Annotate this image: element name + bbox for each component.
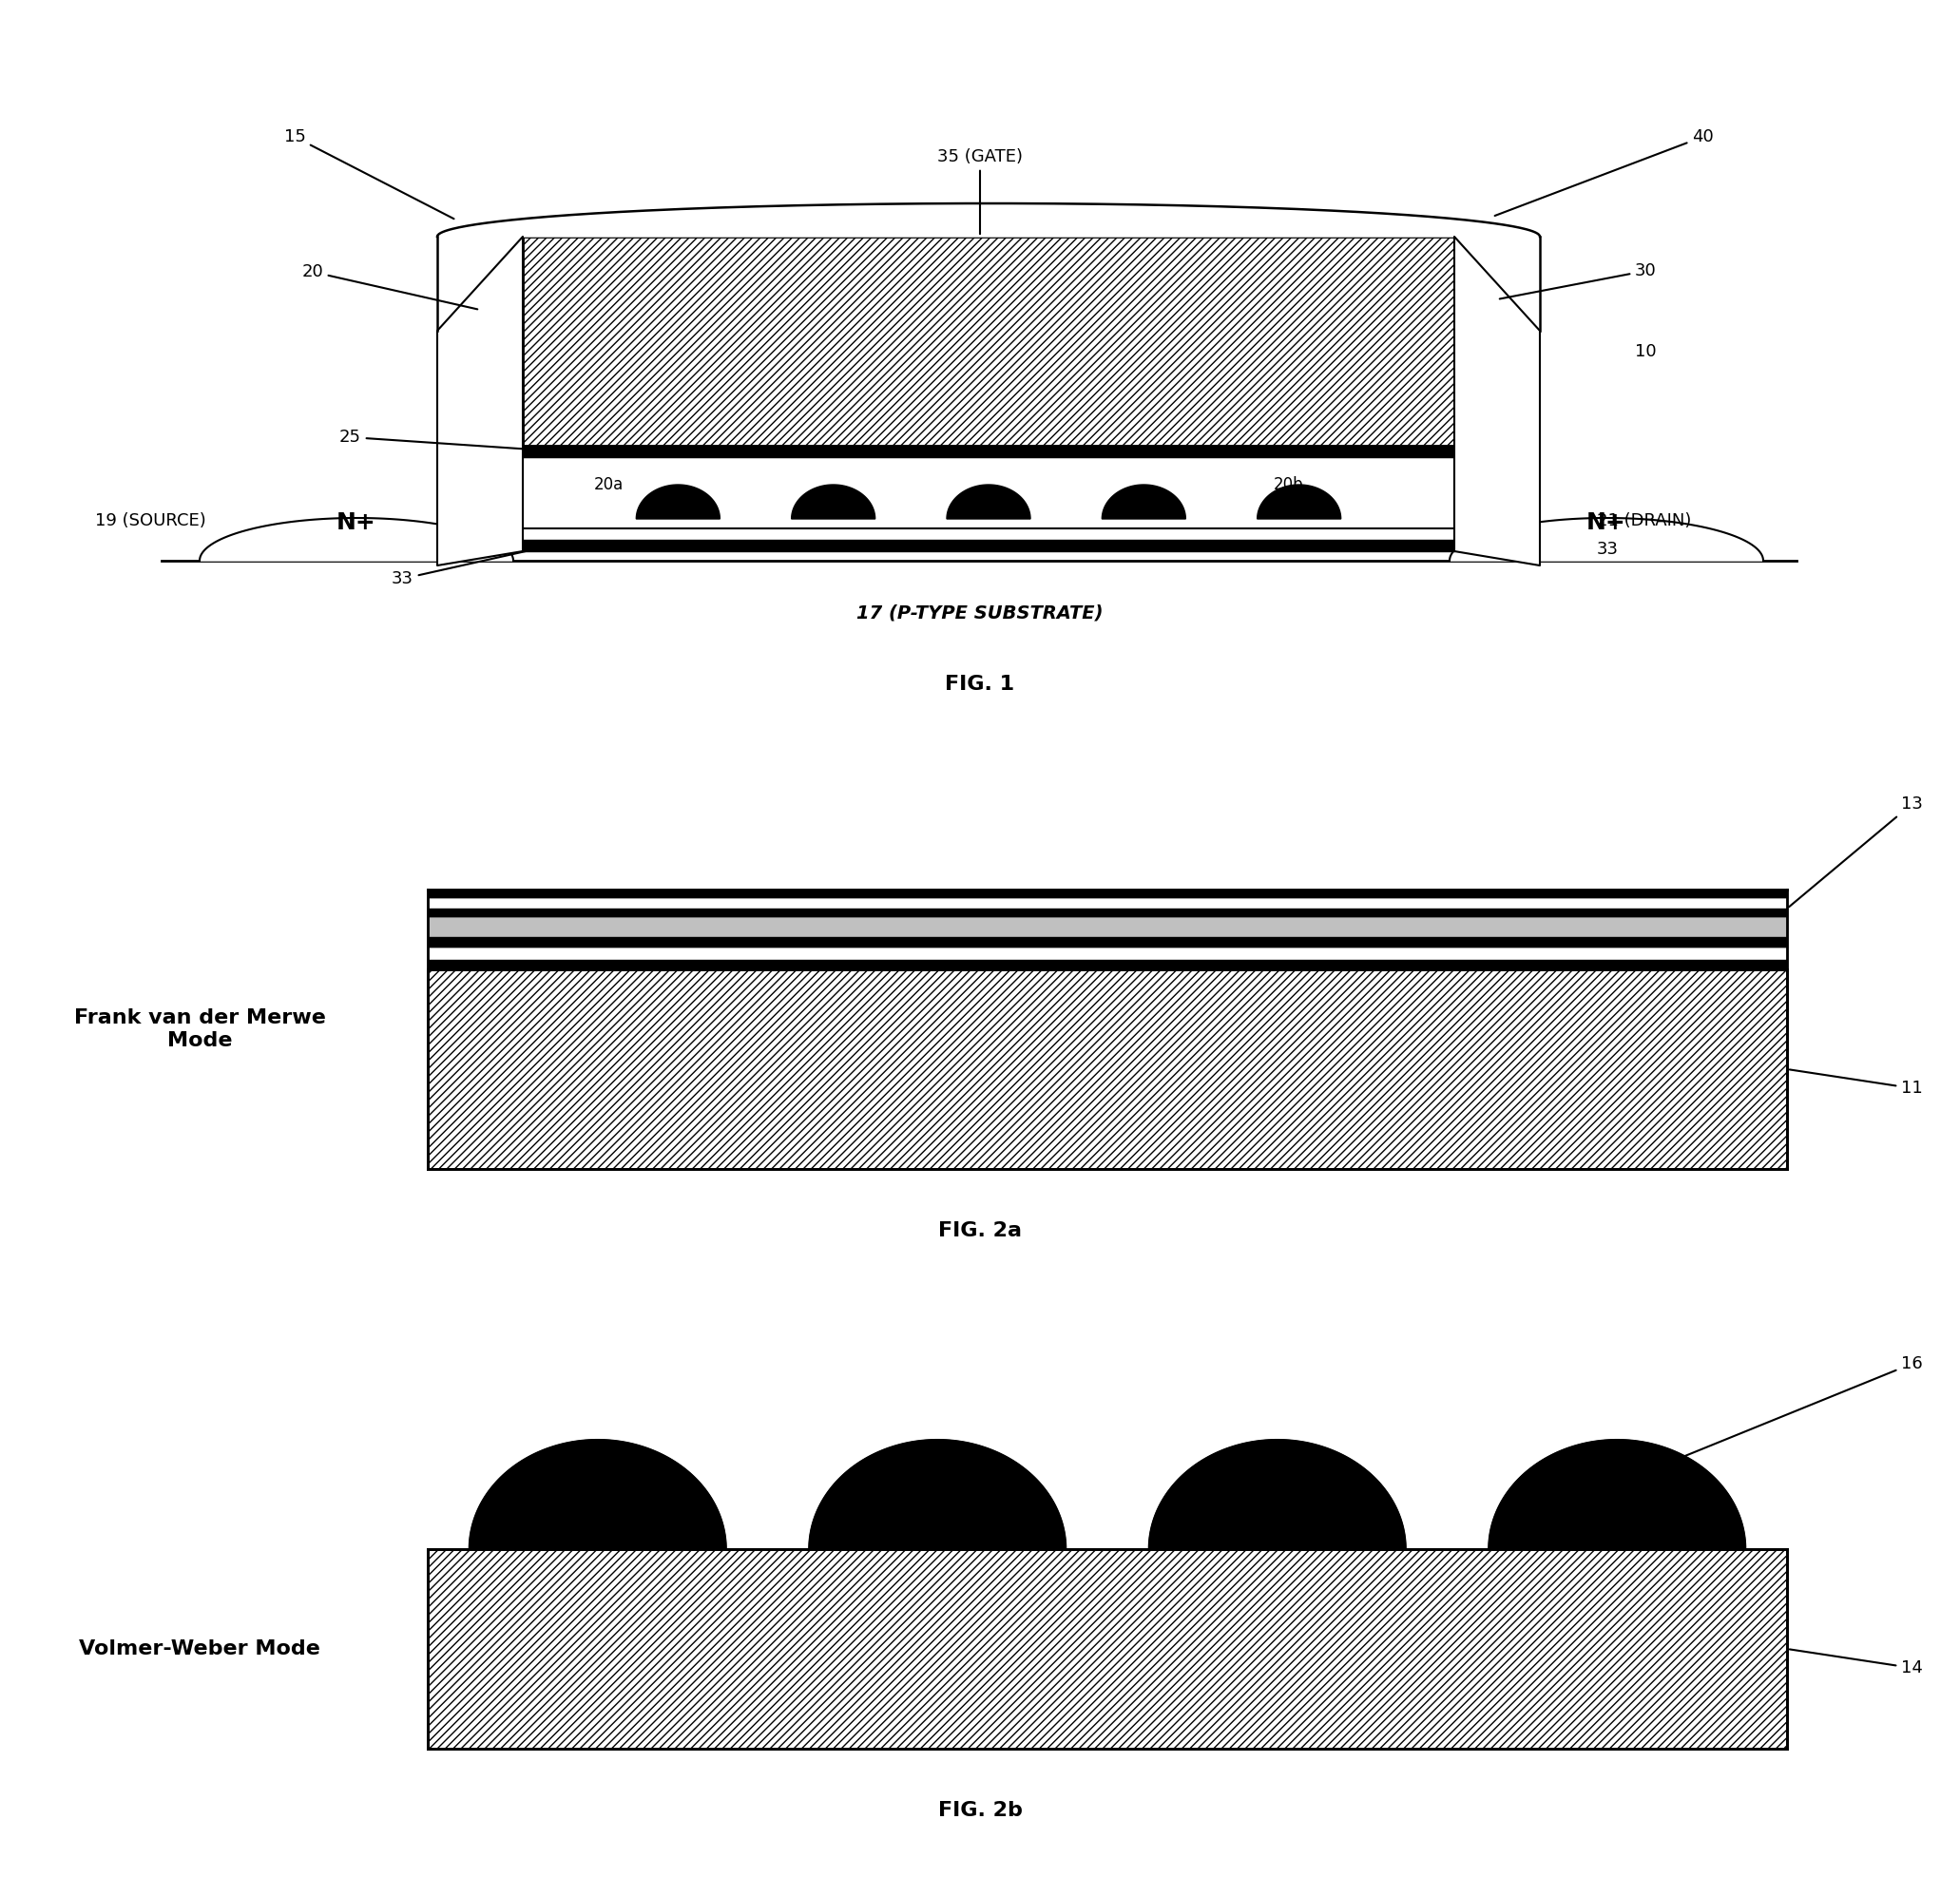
Text: 35 (GATE): 35 (GATE): [937, 148, 1023, 235]
Text: 14: 14: [1789, 1650, 1923, 1676]
Text: FIG. 1: FIG. 1: [945, 674, 1015, 694]
Polygon shape: [437, 203, 1541, 237]
Text: N+: N+: [1586, 511, 1627, 535]
Polygon shape: [1149, 1440, 1405, 1549]
Text: 11: 11: [1789, 1070, 1923, 1096]
Polygon shape: [637, 484, 719, 518]
Bar: [427, 946, 1788, 959]
Text: 21 (DRAIN): 21 (DRAIN): [1597, 512, 1691, 529]
Bar: [427, 959, 1788, 969]
Text: 20: 20: [302, 263, 478, 310]
Text: FIG. 2a: FIG. 2a: [939, 1222, 1021, 1241]
Polygon shape: [1490, 1440, 1746, 1549]
Bar: [427, 908, 1788, 916]
Text: 15: 15: [284, 128, 455, 220]
Polygon shape: [792, 484, 874, 518]
Text: 40: 40: [1495, 128, 1713, 216]
Bar: [427, 1549, 1788, 1749]
Text: Frank van der Merwe
Mode: Frank van der Merwe Mode: [74, 1008, 325, 1049]
Text: Volmer-Weber Mode: Volmer-Weber Mode: [78, 1639, 319, 1659]
Polygon shape: [200, 518, 514, 561]
Bar: [523, 445, 1454, 458]
Bar: [523, 458, 1454, 529]
Bar: [427, 890, 1788, 897]
Text: 10: 10: [1635, 343, 1656, 360]
Text: 33: 33: [392, 546, 549, 588]
Text: 13: 13: [1789, 796, 1923, 907]
Polygon shape: [468, 1440, 725, 1549]
Text: 16: 16: [1619, 1355, 1923, 1483]
Bar: [523, 541, 1454, 552]
Text: 20a: 20a: [594, 477, 623, 494]
Text: FIG. 2b: FIG. 2b: [937, 1800, 1023, 1821]
Text: 33: 33: [1597, 541, 1619, 557]
Bar: [427, 969, 1788, 1169]
Text: N+: N+: [337, 511, 376, 535]
Polygon shape: [437, 237, 523, 565]
Text: 19 (SOURCE): 19 (SOURCE): [94, 512, 206, 529]
Polygon shape: [1450, 518, 1764, 561]
Bar: [427, 916, 1788, 937]
Polygon shape: [1454, 237, 1541, 565]
Text: 25: 25: [339, 428, 559, 450]
Text: 30: 30: [1499, 263, 1656, 298]
Polygon shape: [809, 1440, 1066, 1549]
Polygon shape: [1256, 484, 1341, 518]
Bar: [427, 937, 1788, 946]
Text: 20b: 20b: [1274, 477, 1303, 494]
Text: 17 (P-TYPE SUBSTRATE): 17 (P-TYPE SUBSTRATE): [857, 604, 1103, 621]
Polygon shape: [947, 484, 1031, 518]
Polygon shape: [1102, 484, 1186, 518]
Bar: [523, 237, 1454, 445]
Bar: [427, 897, 1788, 908]
